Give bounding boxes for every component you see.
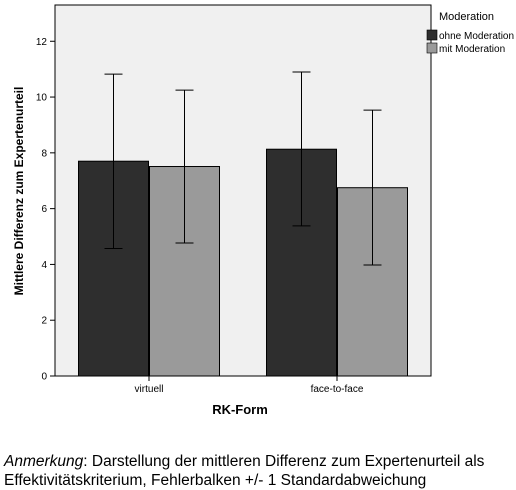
- y-axis-ticks: 0 2 4 6 8 10 12: [36, 37, 55, 383]
- legend: Moderation ohne Moderation mit Moderatio…: [426, 11, 514, 55]
- y-tick-label: 2: [41, 316, 47, 327]
- chart-note: Anmerkung: Darstellung der mittleren Dif…: [4, 452, 512, 490]
- x-axis-ticks: virtuell face-to-face: [135, 376, 364, 395]
- y-tick-label: 8: [41, 148, 47, 159]
- error-bars: [104, 71, 382, 266]
- x-tick-label: virtuell: [135, 384, 164, 395]
- y-tick-label: 6: [41, 204, 47, 215]
- legend-swatch-ohne-moderation: [426, 29, 438, 41]
- legend-label-mit-moderation: mit Moderation: [439, 44, 505, 55]
- y-tick-label: 12: [36, 37, 48, 48]
- legend-title: Moderation: [439, 11, 494, 23]
- legend-label-ohne-moderation: ohne Moderation: [439, 31, 514, 42]
- note-text: : Darstellung der mittleren Differenz zu…: [4, 453, 485, 489]
- note-label: Anmerkung: [4, 453, 84, 470]
- y-tick-label: 10: [36, 93, 48, 104]
- y-tick-label: 0: [41, 372, 47, 383]
- legend-swatch-mit-moderation: [426, 42, 438, 54]
- x-tick-label: face-to-face: [311, 384, 364, 395]
- x-axis-label: RK-Form: [212, 402, 268, 417]
- bar-chart: 0 2 4 6 8 10 12 virtuell face-to-face RK-Form M…: [12, 4, 514, 417]
- y-axis-label: Mittlere Differenz zum Expertenurteil: [12, 87, 26, 296]
- y-tick-label: 4: [41, 260, 47, 271]
